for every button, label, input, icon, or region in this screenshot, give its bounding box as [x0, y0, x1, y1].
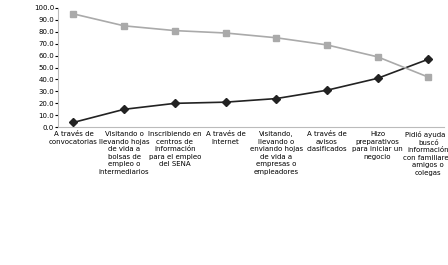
Formal — [172, 29, 177, 32]
Informal — [375, 77, 380, 80]
Informal — [71, 121, 76, 124]
Line: Formal: Formal — [71, 11, 431, 80]
Formal — [324, 43, 330, 46]
Formal — [121, 24, 127, 27]
Informal — [172, 102, 177, 105]
Formal — [274, 36, 279, 39]
Informal — [426, 58, 431, 61]
Informal — [274, 97, 279, 100]
Line: Informal: Informal — [71, 56, 431, 125]
Informal — [324, 89, 330, 92]
Formal — [375, 55, 380, 58]
Informal — [223, 100, 228, 104]
Formal — [71, 12, 76, 15]
Formal — [223, 31, 228, 34]
Informal — [121, 108, 127, 111]
Formal — [426, 76, 431, 79]
